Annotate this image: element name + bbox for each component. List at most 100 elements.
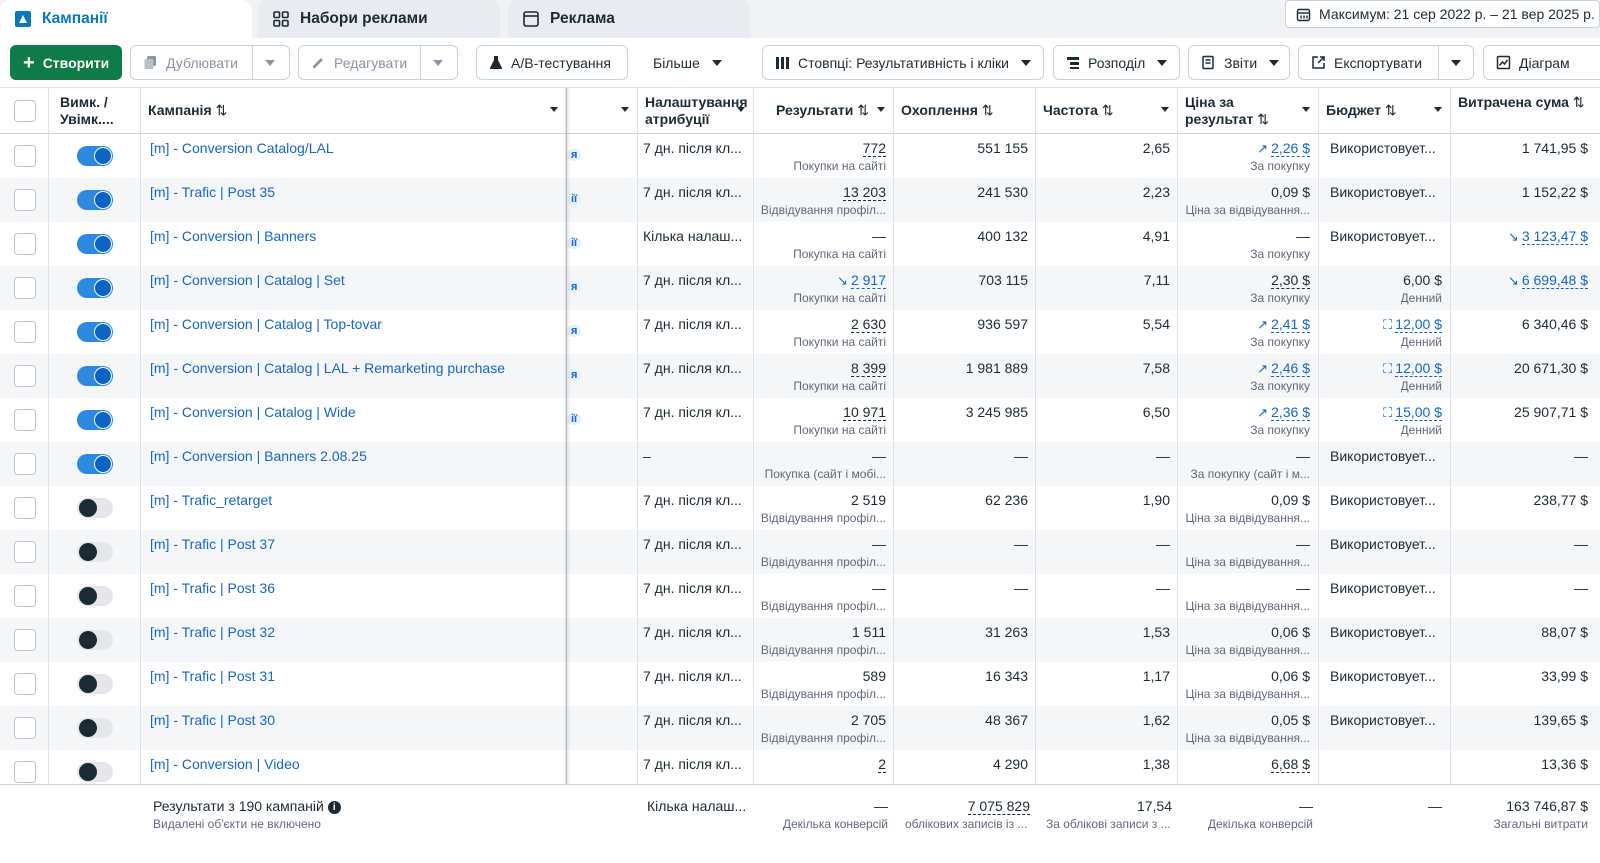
tab-ads[interactable]: Реклама <box>508 0 750 38</box>
campaign-name-link[interactable]: [m] - Trafic | Post 37 <box>150 536 276 552</box>
reports-button[interactable]: Звіти <box>1188 45 1290 80</box>
column-header-campaign[interactable]: Кампанія ⇅ <box>140 88 566 134</box>
amount-spent-value[interactable]: 238,77 $ <box>1533 492 1589 508</box>
cost-per-result-value[interactable]: 0,05 $ <box>1271 712 1310 728</box>
edit-caret-icon[interactable] <box>433 60 443 66</box>
campaign-toggle[interactable] <box>77 366 113 386</box>
cost-per-result-value[interactable]: — <box>1296 448 1310 464</box>
campaign-toggle[interactable] <box>77 454 113 474</box>
amount-spent-value[interactable]: 139,65 $ <box>1533 712 1589 728</box>
edit-button[interactable]: Редагувати <box>298 45 458 80</box>
export-caret-icon[interactable] <box>1451 60 1461 66</box>
row-checkbox[interactable] <box>14 409 36 431</box>
cost-per-result-value[interactable]: 2,30 $ <box>1271 272 1310 289</box>
amount-spent-value[interactable]: 1 152,22 $ <box>1521 184 1588 200</box>
row-checkbox[interactable] <box>14 497 36 519</box>
budget-value[interactable]: Використовует... <box>1330 448 1436 464</box>
table-row[interactable]: [m] - Trafic | Post 31 7 дн. після кл... 5… <box>0 662 1600 706</box>
create-button[interactable]: + Створити <box>10 45 122 80</box>
amount-spent-value[interactable]: 1 741,95 $ <box>1521 140 1588 156</box>
cost-per-result-value[interactable]: ↗ 2,41 $ <box>1257 316 1310 333</box>
column-header-cost-per-result[interactable]: Ціна за результат ⇅ <box>1177 88 1318 134</box>
budget-value[interactable]: ⛶ 12,00 $ <box>1383 360 1442 377</box>
column-header-frequency[interactable]: Частота ⇅ <box>1035 88 1177 134</box>
campaign-name-link[interactable]: [m] - Conversion | Catalog | Top-tovar <box>150 316 382 332</box>
date-range-picker[interactable]: Максимум: 21 сер 2022 р. – 21 вер 2025 р… <box>1285 0 1600 28</box>
budget-value[interactable]: Використовует... <box>1330 536 1436 552</box>
export-button[interactable]: Експортувати <box>1298 45 1474 80</box>
results-value[interactable]: ↘ 2 917 <box>837 272 886 289</box>
duplicate-caret-icon[interactable] <box>265 60 275 66</box>
cost-per-result-value[interactable]: ↗ 2,46 $ <box>1257 360 1310 377</box>
cost-per-result-value[interactable]: 6,68 $ <box>1271 756 1310 773</box>
cost-per-result-value[interactable]: 0,09 $ <box>1271 184 1310 200</box>
table-row[interactable]: [m] - Trafic | Post 32 7 дн. після кл... 1… <box>0 618 1600 662</box>
amount-spent-value[interactable]: — <box>1574 536 1588 552</box>
table-row[interactable]: [m] - Conversion | Catalog | Wide ії 7 дн.… <box>0 398 1600 442</box>
results-value[interactable]: 772 <box>862 140 886 157</box>
campaign-name-link[interactable]: [m] - Conversion | Video <box>150 756 300 772</box>
results-value[interactable]: 10 971 <box>843 404 886 421</box>
row-checkbox[interactable] <box>14 233 36 255</box>
cost-per-result-value[interactable]: 0,09 $ <box>1271 492 1310 508</box>
amount-spent-value[interactable]: — <box>1574 580 1588 596</box>
ab-test-button[interactable]: A/B-тестування <box>476 45 628 80</box>
table-row[interactable]: [m] - Conversion | Banners ії Кілька налаш… <box>0 222 1600 266</box>
campaign-toggle[interactable] <box>77 718 113 738</box>
charts-button[interactable]: Діаграм <box>1483 45 1600 80</box>
table-row[interactable]: [m] - Trafic | Post 36 7 дн. після кл... —… <box>0 574 1600 618</box>
columns-button[interactable]: Стовпці: Результативність і кліки <box>762 45 1044 80</box>
amount-spent-value[interactable]: 13,36 $ <box>1541 756 1588 772</box>
budget-value[interactable]: Використовует... <box>1330 624 1436 640</box>
cost-per-result-value[interactable]: — <box>1296 536 1310 552</box>
campaign-toggle[interactable] <box>77 278 113 298</box>
results-value[interactable]: — <box>872 228 886 244</box>
campaign-name-link[interactable]: [m] - Trafic | Post 36 <box>150 580 276 596</box>
table-row[interactable]: [m] - Trafic | Post 35 ії 7 дн. після кл..… <box>0 178 1600 222</box>
table-row[interactable]: [m] - Trafic_retarget 7 дн. після кл... 2 … <box>0 486 1600 530</box>
table-row[interactable]: [m] - Conversion Catalog/LAL я 7 дн. після… <box>0 134 1600 178</box>
row-checkbox[interactable] <box>14 585 36 607</box>
row-checkbox[interactable] <box>14 761 36 783</box>
campaign-toggle[interactable] <box>77 498 113 518</box>
campaign-toggle[interactable] <box>77 542 113 562</box>
campaign-name-link[interactable]: [m] - Conversion | Catalog | LAL + Remar… <box>150 360 505 376</box>
row-checkbox[interactable] <box>14 145 36 167</box>
column-header-hidden[interactable] <box>567 88 637 134</box>
budget-value[interactable]: Використовует... <box>1330 580 1436 596</box>
budget-value[interactable]: Використовует... <box>1330 228 1436 244</box>
column-header-budget[interactable]: Бюджет ⇅ <box>1318 88 1450 134</box>
campaign-toggle[interactable] <box>77 674 113 694</box>
campaign-toggle[interactable] <box>77 586 113 606</box>
results-value[interactable]: — <box>872 448 886 464</box>
campaign-toggle[interactable] <box>77 322 113 342</box>
table-row[interactable]: [m] - Conversion | Catalog | Set я 7 дн. п… <box>0 266 1600 310</box>
cost-per-result-value[interactable]: ↗ 2,26 $ <box>1257 140 1310 157</box>
column-header-attribution[interactable]: Налаштування атрибуції <box>645 94 748 127</box>
row-checkbox[interactable] <box>14 629 36 651</box>
cost-per-result-value[interactable]: — <box>1296 580 1310 596</box>
amount-spent-value[interactable]: 20 671,30 $ <box>1514 360 1588 376</box>
campaign-name-link[interactable]: [m] - Trafic | Post 30 <box>150 712 276 728</box>
row-checkbox[interactable] <box>14 453 36 475</box>
campaign-name-link[interactable]: [m] - Trafic_retarget <box>150 492 273 508</box>
row-checkbox[interactable] <box>14 541 36 563</box>
results-value[interactable]: — <box>872 580 886 596</box>
tab-adsets[interactable]: Набори реклами <box>258 0 500 38</box>
column-header-onoff[interactable]: Вимк. / Увімк.... <box>60 94 114 127</box>
row-checkbox[interactable] <box>14 673 36 695</box>
campaign-toggle[interactable] <box>77 146 113 166</box>
row-checkbox[interactable] <box>14 365 36 387</box>
campaign-toggle[interactable] <box>77 410 113 430</box>
campaign-name-link[interactable]: [m] - Conversion | Banners 2.08.25 <box>150 448 367 464</box>
row-checkbox[interactable] <box>14 277 36 299</box>
results-value[interactable]: 13 203 <box>843 184 886 201</box>
campaign-toggle[interactable] <box>77 630 113 650</box>
column-header-amount-spent[interactable]: Витрачена сума ⇅ <box>1458 94 1585 110</box>
results-value[interactable]: 2 705 <box>850 712 886 728</box>
campaign-name-link[interactable]: [m] - Trafic | Post 35 <box>150 184 276 200</box>
table-row[interactable]: [m] - Conversion | Video 7 дн. після кл..… <box>0 750 1600 794</box>
duplicate-button[interactable]: Дублювати <box>130 45 290 80</box>
row-checkbox[interactable] <box>14 189 36 211</box>
results-value[interactable]: 1 511 <box>852 624 886 640</box>
